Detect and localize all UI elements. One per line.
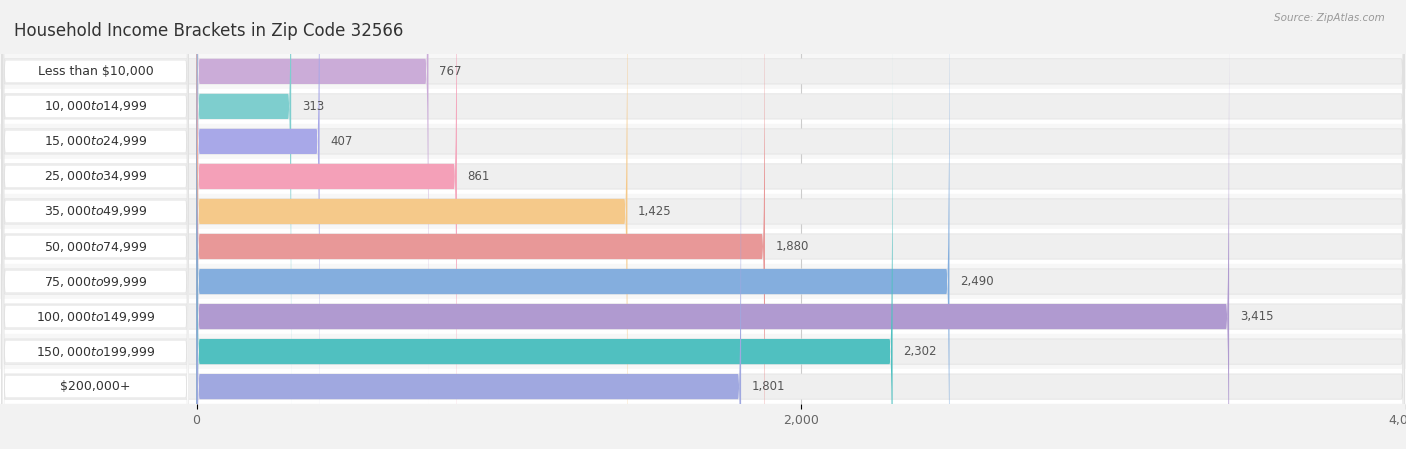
FancyBboxPatch shape: [197, 0, 457, 449]
Text: 3,415: 3,415: [1240, 310, 1274, 323]
Bar: [0, 194, 1406, 229]
FancyBboxPatch shape: [3, 0, 188, 449]
FancyBboxPatch shape: [3, 0, 188, 445]
Text: $100,000 to $149,999: $100,000 to $149,999: [35, 309, 155, 324]
Text: $10,000 to $14,999: $10,000 to $14,999: [44, 99, 148, 114]
FancyBboxPatch shape: [3, 13, 188, 449]
FancyBboxPatch shape: [1, 14, 1405, 449]
Bar: [0, 369, 1406, 404]
Text: $15,000 to $24,999: $15,000 to $24,999: [44, 134, 148, 149]
Bar: [0, 159, 1406, 194]
FancyBboxPatch shape: [197, 49, 741, 449]
Text: $200,000+: $200,000+: [60, 380, 131, 393]
Text: Household Income Brackets in Zip Code 32566: Household Income Brackets in Zip Code 32…: [14, 22, 404, 40]
Text: 2,302: 2,302: [903, 345, 936, 358]
FancyBboxPatch shape: [3, 0, 188, 449]
FancyBboxPatch shape: [3, 0, 188, 449]
Bar: [0, 89, 1406, 124]
Text: 313: 313: [302, 100, 323, 113]
Text: $35,000 to $49,999: $35,000 to $49,999: [44, 204, 148, 219]
Bar: [0, 334, 1406, 369]
Text: 1,425: 1,425: [638, 205, 672, 218]
Text: 1,880: 1,880: [776, 240, 808, 253]
FancyBboxPatch shape: [3, 0, 188, 410]
Text: 407: 407: [330, 135, 353, 148]
FancyBboxPatch shape: [3, 0, 188, 449]
Bar: [0, 124, 1406, 159]
FancyBboxPatch shape: [3, 0, 188, 449]
Bar: [0, 54, 1406, 89]
Text: $25,000 to $34,999: $25,000 to $34,999: [44, 169, 148, 184]
FancyBboxPatch shape: [197, 0, 319, 449]
FancyBboxPatch shape: [3, 0, 188, 449]
Bar: [0, 299, 1406, 334]
Bar: [0, 229, 1406, 264]
FancyBboxPatch shape: [197, 0, 291, 444]
FancyBboxPatch shape: [197, 0, 765, 449]
Text: 767: 767: [439, 65, 461, 78]
Text: $50,000 to $74,999: $50,000 to $74,999: [44, 239, 148, 254]
FancyBboxPatch shape: [197, 14, 893, 449]
Text: Less than $10,000: Less than $10,000: [38, 65, 153, 78]
Text: $150,000 to $199,999: $150,000 to $199,999: [35, 344, 155, 359]
Text: $75,000 to $99,999: $75,000 to $99,999: [44, 274, 148, 289]
FancyBboxPatch shape: [1, 49, 1405, 449]
FancyBboxPatch shape: [197, 0, 949, 449]
FancyBboxPatch shape: [3, 48, 188, 449]
Text: 861: 861: [467, 170, 489, 183]
FancyBboxPatch shape: [197, 0, 627, 449]
Text: 1,801: 1,801: [752, 380, 785, 393]
FancyBboxPatch shape: [1, 0, 1405, 409]
Bar: [0, 264, 1406, 299]
FancyBboxPatch shape: [197, 0, 429, 409]
Text: 2,490: 2,490: [960, 275, 994, 288]
Text: Source: ZipAtlas.com: Source: ZipAtlas.com: [1274, 13, 1385, 23]
FancyBboxPatch shape: [197, 0, 1229, 449]
